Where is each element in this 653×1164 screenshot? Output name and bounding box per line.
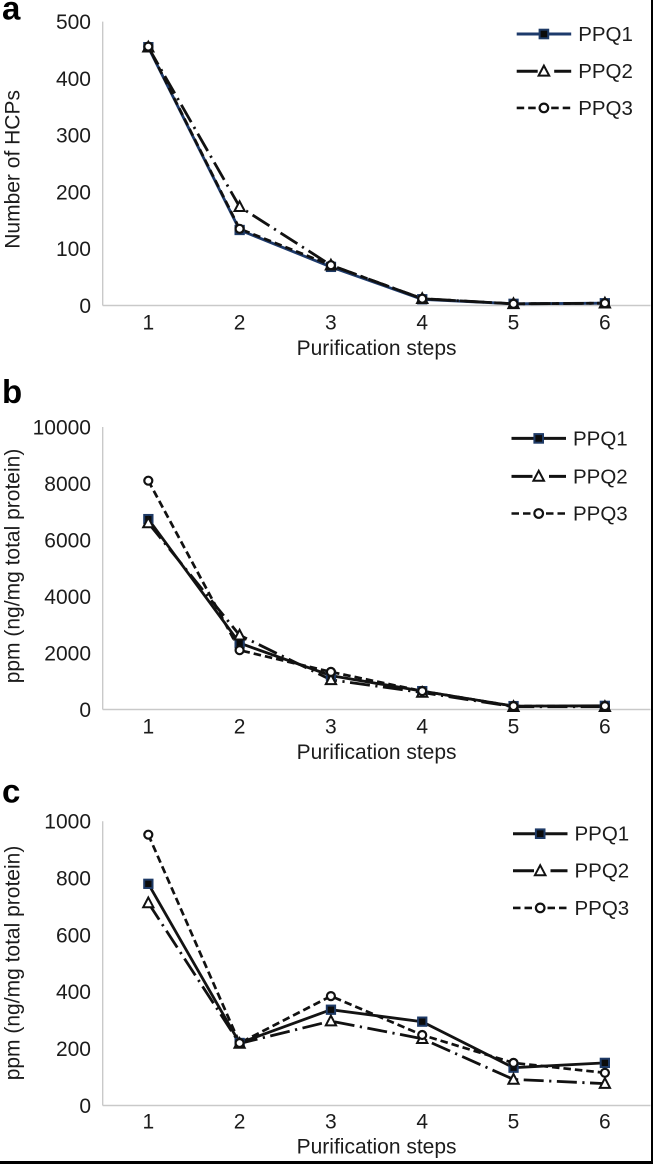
svg-text:0: 0	[79, 1095, 91, 1118]
svg-text:Purification steps: Purification steps	[297, 337, 457, 360]
svg-text:2: 2	[234, 312, 246, 335]
svg-text:400: 400	[56, 981, 91, 1004]
svg-text:PPQ1: PPQ1	[573, 427, 628, 450]
svg-text:2: 2	[234, 716, 246, 739]
svg-text:PPQ3: PPQ3	[578, 97, 633, 120]
svg-text:5: 5	[508, 1111, 520, 1134]
svg-text:10000: 10000	[33, 416, 91, 439]
svg-text:2: 2	[234, 1111, 246, 1134]
svg-text:b: b	[2, 373, 22, 410]
svg-text:PPQ2: PPQ2	[578, 60, 633, 83]
svg-text:1: 1	[142, 716, 154, 739]
svg-text:PPQ1: PPQ1	[575, 823, 630, 846]
svg-text:Number of HCPs: Number of HCPs	[1, 90, 24, 249]
svg-text:4: 4	[416, 1111, 428, 1134]
svg-text:2000: 2000	[44, 642, 91, 665]
svg-text:100: 100	[56, 238, 91, 261]
svg-text:1: 1	[142, 312, 154, 335]
svg-text:ppm (ng/mg total protein): ppm (ng/mg total protein)	[1, 846, 24, 1081]
svg-text:PPQ3: PPQ3	[573, 502, 628, 525]
svg-text:600: 600	[56, 924, 91, 947]
svg-text:6: 6	[599, 1111, 611, 1134]
svg-text:5: 5	[508, 312, 520, 335]
svg-text:0: 0	[79, 295, 91, 318]
svg-text:a: a	[2, 0, 21, 26]
svg-text:0: 0	[79, 699, 91, 722]
svg-text:c: c	[2, 773, 20, 810]
svg-text:1000: 1000	[44, 811, 91, 834]
svg-text:4: 4	[416, 716, 428, 739]
svg-text:3: 3	[325, 312, 337, 335]
svg-text:1: 1	[142, 1111, 154, 1134]
svg-text:5: 5	[508, 716, 520, 739]
svg-text:PPQ2: PPQ2	[573, 465, 628, 488]
svg-text:PPQ1: PPQ1	[578, 23, 633, 46]
svg-text:3: 3	[325, 716, 337, 739]
svg-text:PPQ3: PPQ3	[575, 897, 630, 920]
svg-text:ppm (ng/mg total protein): ppm (ng/mg total protein)	[1, 449, 24, 684]
svg-text:PPQ2: PPQ2	[575, 860, 630, 883]
svg-text:400: 400	[56, 68, 91, 91]
svg-text:300: 300	[56, 125, 91, 148]
svg-text:200: 200	[56, 1038, 91, 1061]
svg-text:800: 800	[56, 868, 91, 891]
svg-text:4000: 4000	[44, 586, 91, 609]
svg-text:8000: 8000	[44, 473, 91, 496]
svg-text:500: 500	[56, 11, 91, 34]
svg-text:Purification steps: Purification steps	[297, 741, 457, 764]
svg-text:6000: 6000	[44, 529, 91, 552]
svg-text:200: 200	[56, 181, 91, 204]
svg-text:Purification steps: Purification steps	[297, 1136, 457, 1159]
svg-text:3: 3	[325, 1111, 337, 1134]
svg-text:4: 4	[416, 312, 428, 335]
svg-text:6: 6	[599, 312, 611, 335]
svg-text:6: 6	[599, 716, 611, 739]
